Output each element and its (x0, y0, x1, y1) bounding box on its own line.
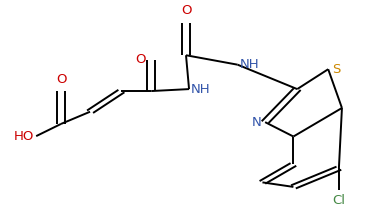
Text: O: O (181, 4, 191, 17)
Text: S: S (332, 63, 340, 76)
Text: HO: HO (14, 130, 34, 143)
Text: Cl: Cl (332, 194, 345, 207)
Text: NH: NH (239, 58, 259, 71)
Text: N: N (251, 116, 261, 129)
Text: NH: NH (191, 83, 211, 96)
Text: O: O (135, 54, 146, 66)
Text: O: O (56, 73, 66, 86)
